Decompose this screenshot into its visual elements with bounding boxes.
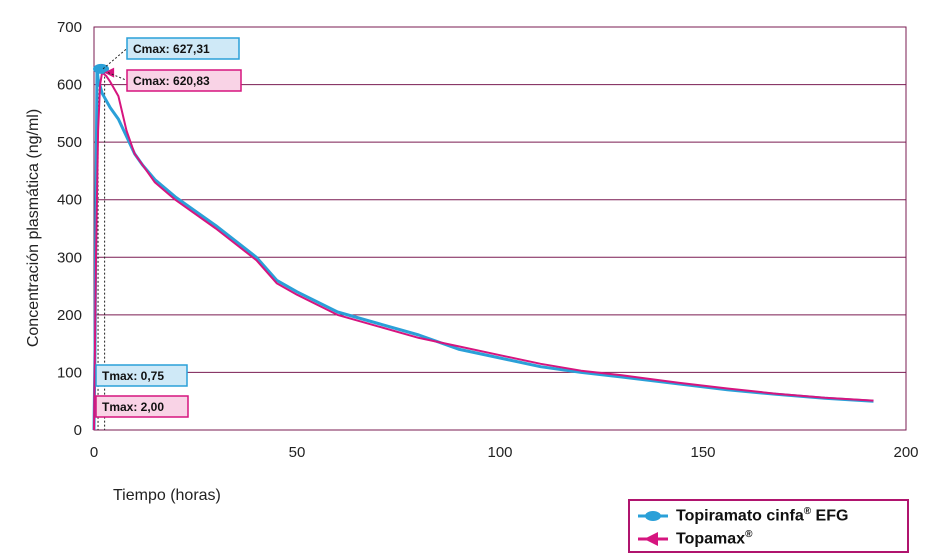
y-tick-label-700: 700 [57, 19, 82, 36]
tmax-box-1 [95, 364, 188, 387]
legend-item-topiramato: Topiramato cinfa® EFG [638, 505, 848, 527]
cmax-annotation-1: Cmax: 627,31 [102, 37, 240, 70]
tmax-box-2 [95, 395, 189, 418]
x-tick-label-100: 100 [487, 444, 512, 461]
legend-label-topiramato: Topiramato cinfa® EFG [676, 506, 849, 525]
y-tick-label-100: 100 [57, 364, 82, 381]
x-tick-label-200: 200 [893, 444, 918, 461]
plot-frame [93, 26, 907, 431]
x-tick-label-50: 50 [289, 444, 306, 461]
y-tick-label-300: 300 [57, 249, 82, 266]
y-tick-label-600: 600 [57, 77, 82, 94]
y-tick-label-400: 400 [57, 192, 82, 209]
cmax-leader-2 [107, 72, 128, 81]
cmax-label-1: Cmax: 627,31 [133, 42, 210, 56]
cmax-box-2 [126, 69, 242, 92]
x-tick-label-150: 150 [690, 444, 715, 461]
x-axis-title: Tiempo (horas) [113, 487, 221, 504]
tmax-label-1: Tmax: 0,75 [102, 369, 164, 383]
legend-item-topamax: Topamax® [638, 528, 752, 550]
tmax-annotation-2: Tmax: 2,00 [95, 395, 189, 418]
series-line-2 [93, 71, 874, 431]
y-axis-title: Concentración plasmática (ng/ml) [25, 109, 42, 347]
series-line-1 [92, 67, 874, 431]
x-tick-label-0: 0 [90, 444, 98, 461]
cmax-box-1 [126, 37, 240, 60]
legend-label-topamax: Topamax® [676, 529, 753, 548]
cmax-leader-1 [102, 48, 128, 70]
tmax-label-2: Tmax: 2,00 [102, 400, 164, 414]
cmax-annotation-2: Cmax: 620,83 [107, 69, 242, 92]
y-tick-label-500: 500 [57, 134, 82, 151]
y-tick-label-0: 0 [74, 422, 82, 439]
y-tick-label-200: 200 [57, 307, 82, 324]
tmax-annotation-1: Tmax: 0,75 [95, 364, 188, 387]
cmax-marker-1 [93, 63, 110, 74]
legend-marker-topiramato-icon [638, 511, 668, 521]
cmax-label-2: Cmax: 620,83 [133, 74, 210, 88]
chart-legend: Topiramato cinfa® EFG Topamax® [628, 499, 909, 553]
legend-marker-topamax-icon [638, 532, 668, 546]
